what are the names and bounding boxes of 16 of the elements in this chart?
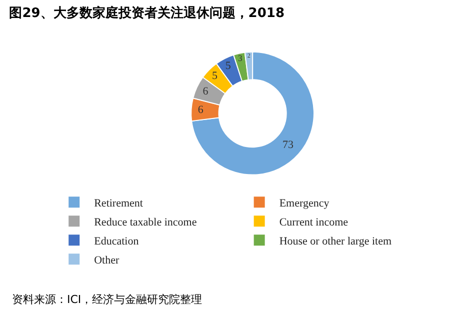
legend-label: Emergency <box>279 197 330 210</box>
legend-label: Other <box>94 254 120 266</box>
data-label: 6 <box>202 85 209 98</box>
legend-label: House or other large item <box>279 235 392 248</box>
data-label: 6 <box>198 104 204 116</box>
legend-label: Education <box>94 235 140 248</box>
data-label: 73 <box>282 138 294 151</box>
data-label: 5 <box>225 60 232 72</box>
legend-label: Retirement <box>94 197 143 210</box>
legend-label: Reduce taxable income <box>94 216 197 228</box>
text: 资料来源：ICI，经济与金融研究院整理 <box>12 293 202 306</box>
donut-slice <box>191 51 314 176</box>
legend-label: Current income <box>279 216 348 228</box>
data-label: 5 <box>212 70 218 82</box>
chart-title: 图29、大多数家庭投资者关注退休问题，2018 <box>9 5 284 22</box>
data-label: 3 <box>238 52 242 63</box>
